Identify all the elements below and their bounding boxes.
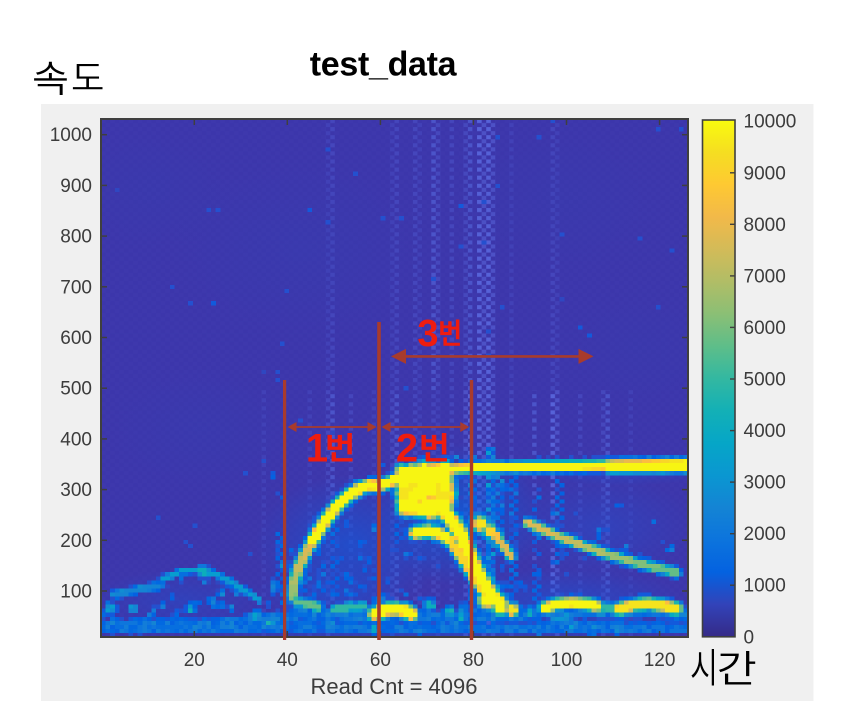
svg-text:4000: 4000 (744, 421, 786, 442)
svg-text:80: 80 (463, 650, 484, 671)
svg-text:3000: 3000 (744, 473, 786, 494)
svg-text:300: 300 (60, 480, 92, 501)
svg-text:100: 100 (551, 650, 583, 671)
svg-text:600: 600 (60, 328, 92, 349)
svg-text:700: 700 (60, 277, 92, 298)
svg-text:40: 40 (277, 650, 298, 671)
svg-text:120: 120 (644, 650, 676, 671)
svg-text:1000: 1000 (744, 576, 786, 597)
svg-text:800: 800 (60, 227, 92, 248)
svg-text:400: 400 (60, 429, 92, 450)
svg-text:900: 900 (60, 176, 92, 197)
svg-text:6000: 6000 (744, 318, 786, 339)
svg-text:5000: 5000 (744, 370, 786, 391)
svg-text:10000: 10000 (744, 112, 797, 133)
svg-text:9000: 9000 (744, 163, 786, 184)
svg-text:1000: 1000 (50, 125, 92, 146)
svg-text:3: 3 (417, 313, 438, 355)
svg-text:Read Cnt = 4096: Read Cnt = 4096 (311, 674, 478, 699)
svg-text:500: 500 (60, 379, 92, 400)
svg-text:1: 1 (306, 426, 328, 470)
svg-text:200: 200 (60, 531, 92, 552)
svg-text:7000: 7000 (744, 266, 786, 287)
svg-text:8000: 8000 (744, 215, 786, 236)
svg-text:100: 100 (60, 582, 92, 603)
svg-text:2: 2 (396, 426, 418, 470)
svg-text:2000: 2000 (744, 524, 786, 545)
svg-text:test_data: test_data (310, 46, 458, 84)
svg-text:60: 60 (370, 650, 391, 671)
svg-text:20: 20 (184, 650, 205, 671)
svg-text:0: 0 (744, 627, 755, 648)
